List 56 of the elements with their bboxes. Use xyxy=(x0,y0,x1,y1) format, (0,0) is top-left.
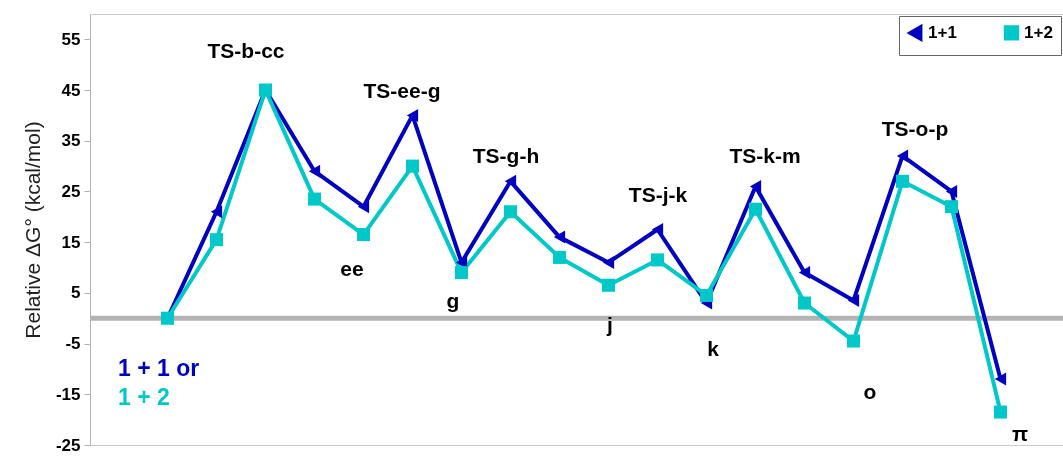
y-tick-label: 35 xyxy=(61,131,81,151)
point xyxy=(210,205,223,219)
point xyxy=(650,253,665,267)
annotation: k xyxy=(707,337,720,360)
y-axis-title: Relative ΔG° (kcal/mol) xyxy=(20,121,44,339)
point xyxy=(504,174,517,188)
point xyxy=(307,192,322,206)
annotation: o xyxy=(863,380,877,403)
point xyxy=(847,293,860,308)
point xyxy=(601,278,616,292)
annotation: TS-k-m xyxy=(729,144,801,167)
annotation: 1 + 2 xyxy=(118,384,170,410)
y-tick-label: 15 xyxy=(61,232,81,252)
annotation: TS-o-p xyxy=(881,117,949,140)
point xyxy=(454,266,469,280)
point xyxy=(553,230,566,244)
point xyxy=(749,179,762,193)
point xyxy=(945,184,958,198)
point xyxy=(896,149,909,163)
point xyxy=(308,164,321,178)
point xyxy=(993,405,1008,419)
annotation: g xyxy=(446,289,460,312)
point xyxy=(552,250,567,264)
annotation: π xyxy=(1011,422,1029,445)
y-tick-label: 25 xyxy=(61,181,81,201)
point xyxy=(405,159,420,173)
annotation: TS-ee-g xyxy=(363,79,441,102)
annotation: TS-j-k xyxy=(628,183,688,206)
annotation: j xyxy=(606,313,613,336)
y-tick-label: -15 xyxy=(55,384,81,404)
point xyxy=(944,200,959,214)
annotation: 1 + 1 or xyxy=(118,355,200,381)
point xyxy=(406,108,419,122)
y-tick-label: 5 xyxy=(71,283,81,303)
annotation: TS-g-h xyxy=(472,144,540,167)
legend-label: 1+2 xyxy=(1024,22,1053,42)
point xyxy=(895,174,910,188)
point xyxy=(748,202,763,216)
point xyxy=(356,228,371,242)
point xyxy=(994,372,1007,386)
y-tick-label: -25 xyxy=(55,435,81,455)
annotation: TS-b-cc xyxy=(207,39,285,62)
y-tick-label: 45 xyxy=(61,80,81,100)
y-tick-label: -5 xyxy=(65,334,81,354)
point xyxy=(699,288,714,302)
point xyxy=(846,334,861,348)
annotation: ee xyxy=(340,257,364,280)
point xyxy=(798,266,811,280)
point xyxy=(503,205,518,219)
point xyxy=(651,222,664,237)
point xyxy=(357,200,370,214)
y-tick-label: 55 xyxy=(61,29,81,49)
point xyxy=(602,255,615,269)
point xyxy=(797,296,812,310)
point xyxy=(209,233,224,247)
legend-label: 1+1 xyxy=(928,22,957,42)
